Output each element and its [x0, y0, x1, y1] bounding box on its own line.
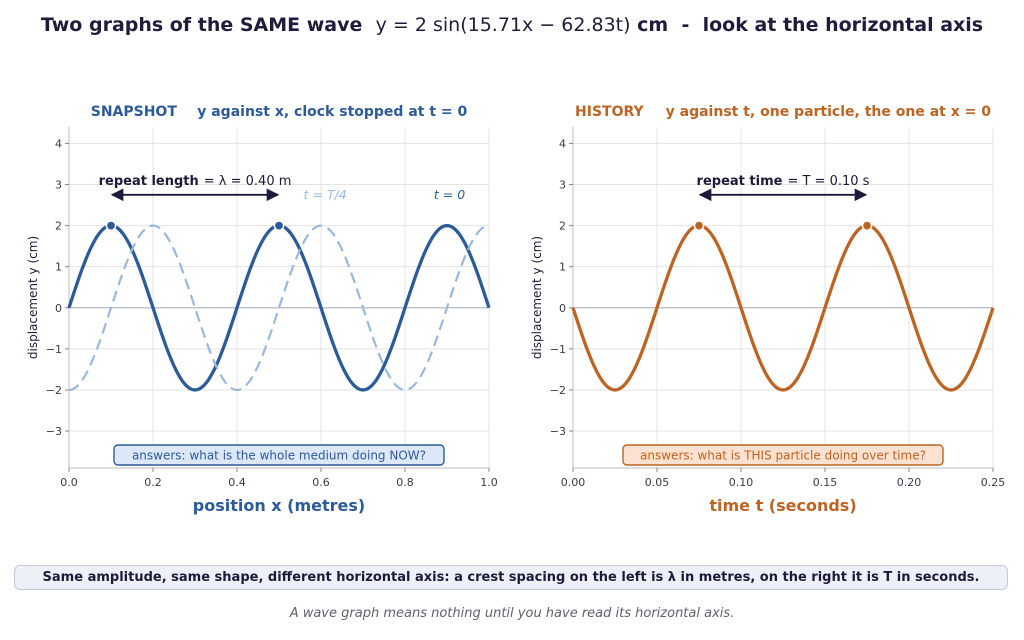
panel-title: SNAPSHOT y against x, clock stopped at t … [91, 104, 468, 120]
span-label-value: = λ = 0.40 m [204, 174, 292, 189]
crest-marker [861, 220, 873, 231]
series-line-dashed [68, 224, 490, 392]
snapshot-panel: 4 3 2 1 0 −1 −2 −3 0.0 0.2 0.4 0.6 0.8 1.0 position x … [26, 104, 498, 515]
panel-title-text: y against x, clock stopped at t = 0 [197, 104, 467, 120]
title-unit: cm [637, 14, 669, 36]
x-tick-label: 0.00 [561, 476, 586, 489]
y-tick-label: 2 [559, 220, 566, 233]
title-suffix: look at the horizontal axis [702, 14, 984, 36]
series-label: t = 0 [434, 187, 465, 202]
answer-box-text: answers: what is THIS particle doing ove… [640, 449, 926, 463]
x-tick-label: 0.4 [228, 476, 246, 489]
y-tick-label: −1 [46, 343, 62, 356]
y-tick-label: −1 [550, 343, 566, 356]
history-panel: 4 3 2 1 0 −1 −2 −3 0.00 0.05 0.10 0.15 0.20 0.25 time … [530, 104, 1005, 515]
series-label: t = T/4 [304, 187, 347, 202]
x-tick-label: 0.05 [645, 476, 670, 489]
answer-box [622, 444, 944, 466]
y-axis-label: displacement y (cm) [26, 236, 40, 359]
y-tick-label: −3 [46, 425, 62, 438]
y-tick-label: −2 [550, 384, 566, 397]
panel-title: HISTORY y against t, one particle, the on… [575, 104, 991, 120]
x-tick-label: 0.8 [396, 476, 414, 489]
y-tick-label: 3 [559, 179, 566, 192]
answer-box [113, 444, 445, 466]
crest-marker [693, 220, 705, 231]
summary-text: Same amplitude, same shape, different ho… [42, 570, 980, 585]
y-tick-label: 3 [55, 179, 62, 192]
y-tick-label: 1 [559, 261, 566, 274]
panel-title-tag: SNAPSHOT [91, 104, 178, 120]
answer-box-text: answers: what is the whole medium doing … [132, 449, 426, 463]
y-tick-label: 4 [55, 137, 62, 150]
series-line [571, 223, 995, 392]
panel-title-text: y against t, one particle, the one at x … [666, 104, 992, 120]
y-tick-label: −2 [46, 384, 62, 397]
span-label: repeat length = λ = 0.40 m [99, 174, 292, 189]
x-tick-label: 0.10 [729, 476, 754, 489]
y-tick-label: −3 [550, 425, 566, 438]
page-title: Two graphs of the SAME wave y = 2 sin(15… [0, 14, 1024, 36]
span-label-value: = T = 0.10 s [787, 174, 869, 189]
x-tick-label: 0.20 [897, 476, 922, 489]
x-tick-label: 0.6 [312, 476, 330, 489]
crest-marker [105, 220, 117, 231]
span-label-bold: repeat time [697, 174, 783, 189]
y-tick-label: 0 [559, 302, 566, 315]
y-axis-label: displacement y (cm) [530, 236, 544, 359]
x-tick-label: 0.15 [813, 476, 838, 489]
crest-marker [273, 220, 285, 231]
footnote: A wave graph means nothing until you hav… [289, 606, 735, 621]
y-tick-label: 1 [55, 261, 62, 274]
y-tick-label: 4 [559, 137, 566, 150]
panel-title-tag: HISTORY [575, 104, 644, 120]
x-tick-label: 1.0 [480, 476, 498, 489]
title-separator: - [681, 14, 690, 36]
x-tick-label: 0.25 [981, 476, 1006, 489]
span-label: repeat time = T = 0.10 s [697, 174, 870, 189]
title-prefix: Two graphs of the SAME wave [40, 14, 363, 36]
x-axis-label: position x (metres) [193, 496, 366, 515]
title-equation: y = 2 sin(15.71x − 62.83t) [375, 14, 631, 36]
x-tick-label: 0.2 [144, 476, 162, 489]
span-label-bold: repeat length [99, 174, 199, 189]
summary-box: Same amplitude, same shape, different ho… [14, 565, 1008, 590]
x-axis-label: time t (seconds) [709, 496, 856, 515]
y-tick-label: 0 [55, 302, 62, 315]
y-tick-label: 2 [55, 220, 62, 233]
x-tick-label: 0.0 [60, 476, 78, 489]
